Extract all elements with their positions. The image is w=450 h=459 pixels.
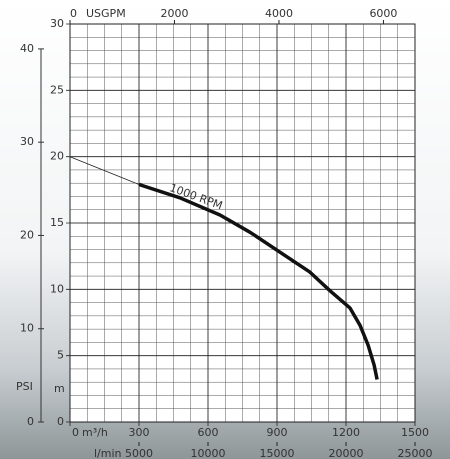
y-tick-label: 0 [57, 415, 64, 428]
y-tick-label: 5 [57, 349, 64, 362]
x2-tick-label: 6000 [369, 7, 397, 20]
x3-tick-label: 5000 [125, 447, 153, 459]
y-tick-label: 10 [50, 282, 64, 295]
x-tick-label: 0 [72, 426, 79, 439]
y2-tick-label: 20 [20, 228, 34, 241]
y2-tick-label: 30 [20, 135, 34, 148]
y-tick-label: 15 [50, 216, 64, 229]
x-tick-label: 300 [129, 426, 150, 439]
x2-tick-label: 0 [70, 7, 77, 20]
x-axis-label: m³/h [82, 426, 108, 439]
x2-tick-label: 4000 [265, 7, 293, 20]
x-tick-label: 1200 [332, 426, 360, 439]
x3-axis-label: l/min [94, 447, 122, 459]
x-tick-label: 900 [267, 426, 288, 439]
x3-tick-label: 25000 [398, 447, 433, 459]
x2-tick-label: 2000 [160, 7, 188, 20]
x3-tick-label: 20000 [329, 447, 364, 459]
y-axis-label: m [54, 382, 65, 395]
x3-tick-label: 10000 [191, 447, 226, 459]
y2-tick-label: 10 [20, 322, 34, 335]
y-tick-label: 20 [50, 150, 64, 163]
x2-axis-label: USGPM [86, 7, 126, 20]
y-tick-label: 30 [50, 17, 64, 30]
y2-axis-label: PSI [16, 380, 33, 393]
y2-tick-label: 0 [27, 415, 34, 428]
x-tick-label: 1500 [401, 426, 429, 439]
y-tick-label: 25 [50, 83, 64, 96]
x3-tick-label: 15000 [260, 447, 295, 459]
y2-tick-label: 40 [20, 42, 34, 55]
x-tick-label: 600 [198, 426, 219, 439]
chart: 051015202530010203040PSIm030060090012001… [0, 0, 450, 459]
